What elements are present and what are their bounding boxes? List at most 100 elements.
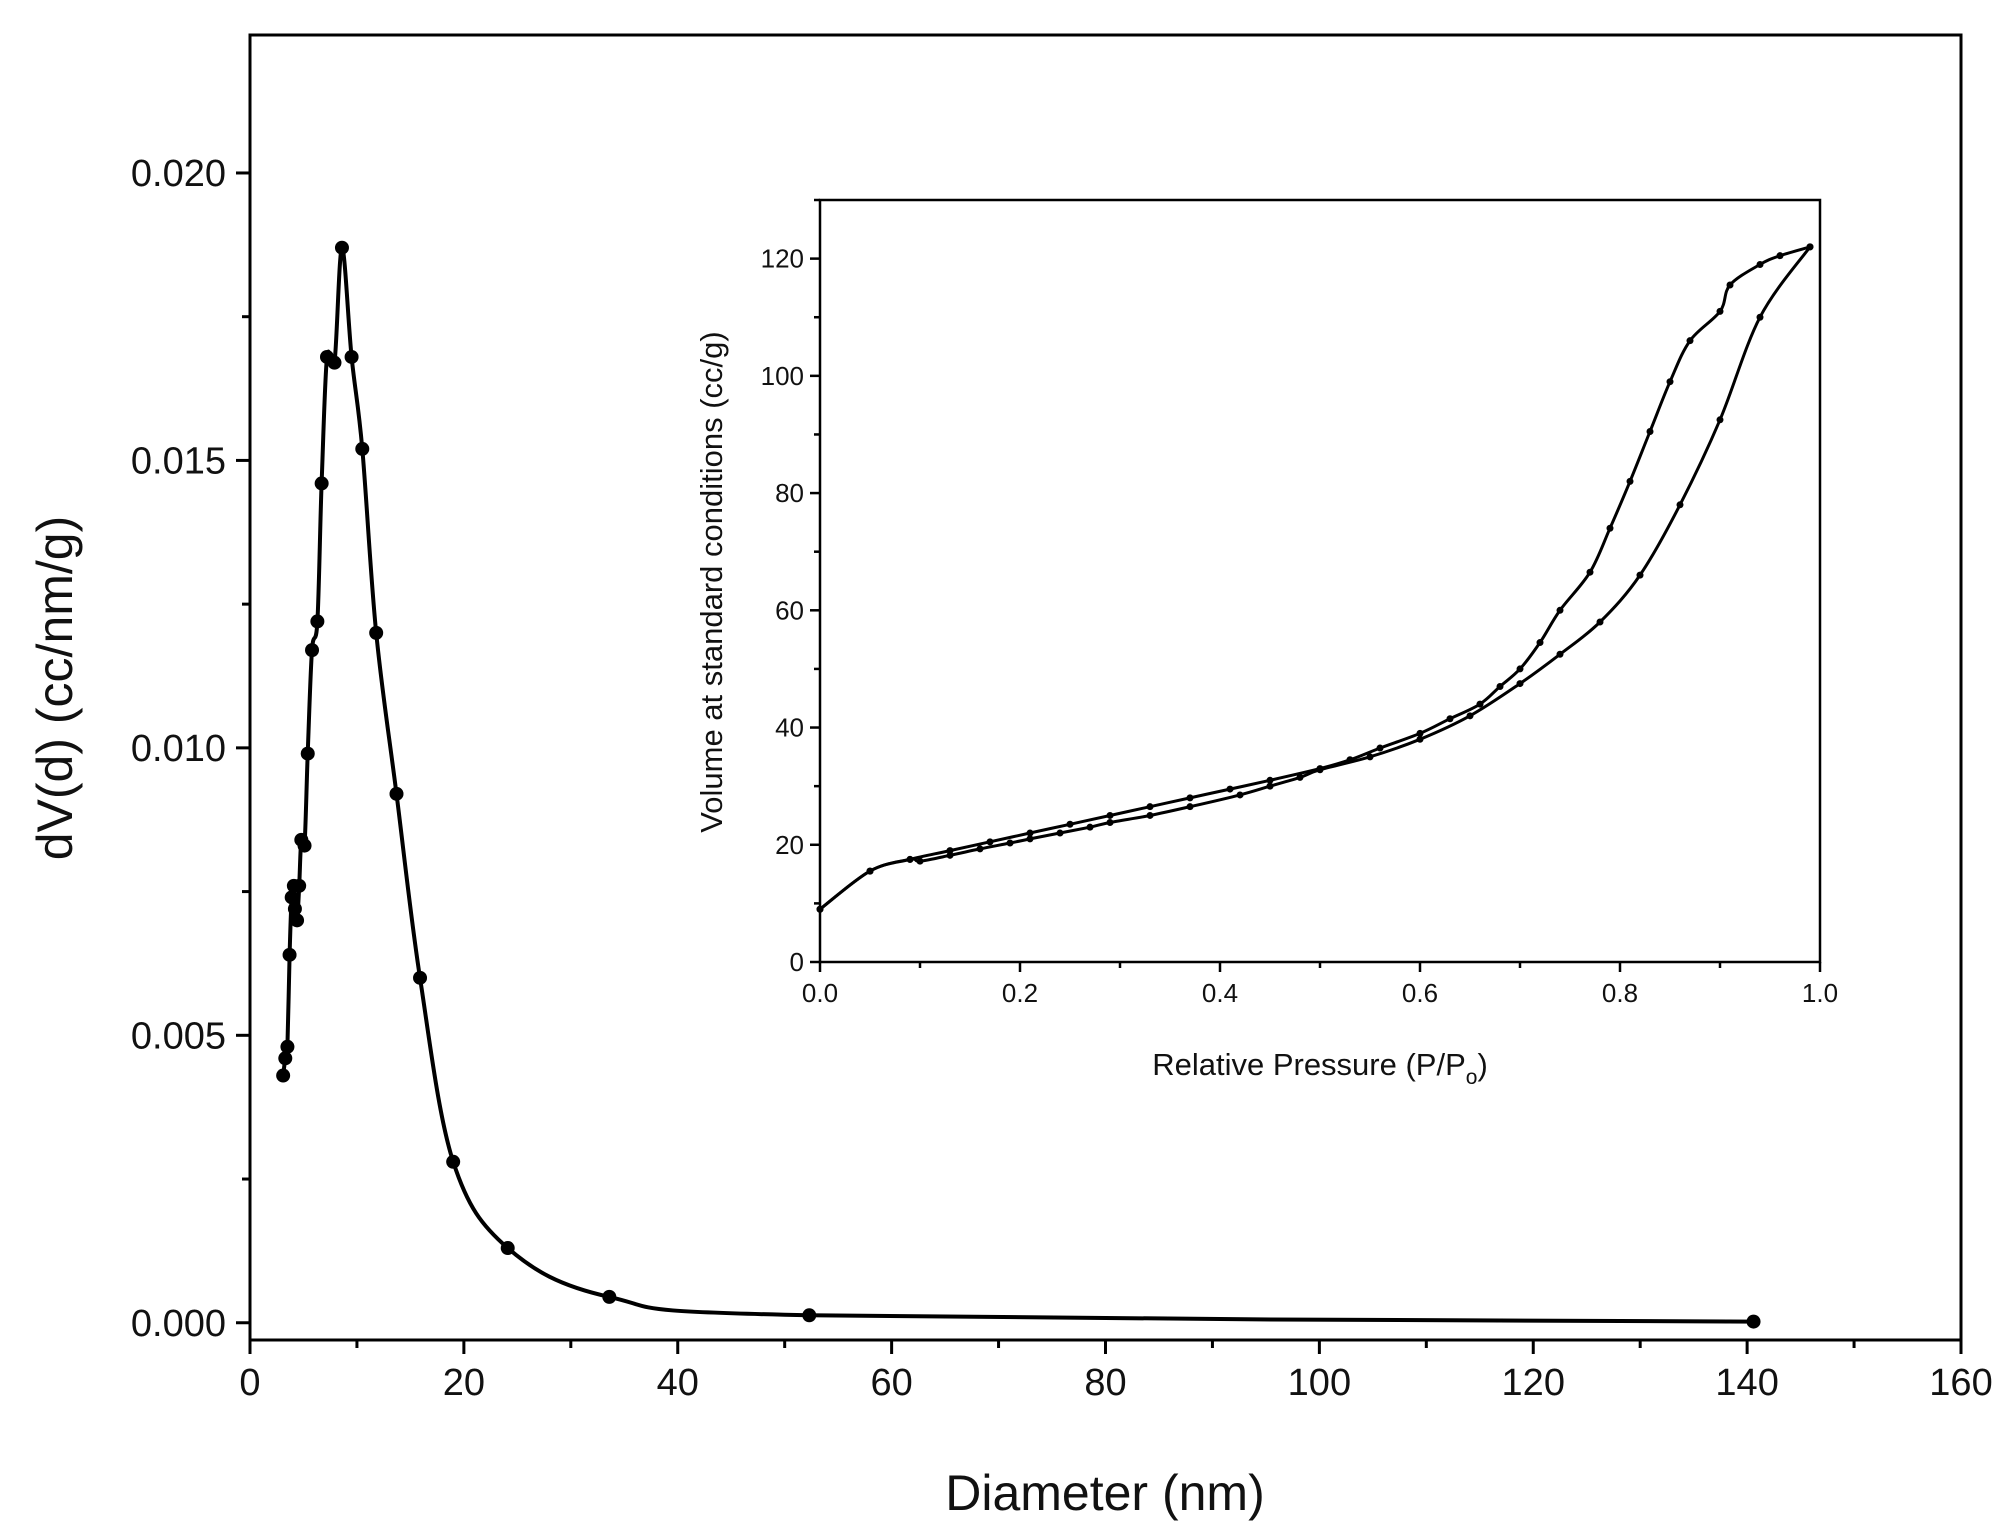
y-tick-label: 0.020	[131, 153, 226, 195]
y-tick-label: 100	[761, 361, 804, 391]
data-point	[816, 905, 824, 913]
data-point	[1596, 618, 1604, 626]
y-tick-label: 60	[775, 595, 804, 625]
data-point	[355, 441, 370, 456]
data-point	[1516, 665, 1524, 673]
data-point	[1676, 501, 1684, 509]
data-point	[1556, 606, 1564, 614]
data-point	[1776, 252, 1784, 260]
data-point	[1266, 776, 1274, 784]
inset-chart: 0.0 0.2 0.4 0.6 0.8 1.0 0 20 40 60 80 100 120 Relati…	[685, 180, 1865, 1090]
data-point	[1466, 712, 1474, 720]
main-x-axis-title: Diameter (nm)	[945, 1465, 1264, 1521]
main-chart: 0 20 40 60 80 100 120 140 1600.0000.0050.0100.01…	[27, 33, 1993, 1521]
data-point	[1026, 835, 1034, 843]
data-point	[1266, 782, 1274, 790]
data-point	[1476, 700, 1484, 708]
data-point	[334, 240, 349, 255]
data-point	[413, 970, 428, 985]
main-y-axis-title: dV(d) (cc/nm/g)	[27, 516, 83, 861]
main-tick-labels: 0 20 40 60 80 100 120 140 1600.0000.0050.0100.01…	[131, 153, 1993, 1404]
data-point	[1716, 416, 1724, 424]
x-tick-label: 80	[1084, 1362, 1126, 1404]
data-point	[1146, 811, 1154, 819]
x-tick-label: 20	[443, 1362, 485, 1404]
x-tick-label: 0.4	[1202, 978, 1238, 1008]
data-point	[1646, 428, 1654, 436]
data-point	[986, 838, 994, 846]
data-point	[1746, 1314, 1761, 1329]
data-point	[1726, 281, 1734, 289]
data-point	[1756, 313, 1764, 321]
data-point	[1236, 791, 1244, 799]
y-tick-label: 0.005	[131, 1015, 226, 1057]
y-tick-label: 0.000	[131, 1303, 226, 1345]
x-tick-label: 160	[1929, 1362, 1992, 1404]
data-point	[1556, 650, 1564, 658]
data-point	[1316, 765, 1324, 773]
inset-x-axis-title: Relative Pressure (P/Po)	[1152, 1047, 1488, 1089]
data-point	[946, 847, 954, 855]
data-point	[1416, 729, 1424, 737]
data-point	[1626, 477, 1634, 485]
data-point	[916, 857, 924, 865]
data-point	[305, 643, 320, 658]
inset-y-axis-title: Volume at standard conditions (cc/g)	[694, 331, 729, 832]
data-point	[1416, 735, 1424, 743]
data-point	[1056, 829, 1064, 837]
data-point	[290, 913, 305, 928]
data-point	[1346, 756, 1354, 764]
y-tick-label: 0	[790, 947, 804, 977]
y-tick-label: 40	[775, 713, 804, 743]
data-point	[1086, 823, 1094, 831]
x-tick-label: 0	[239, 1362, 260, 1404]
data-point	[314, 476, 329, 491]
data-point	[284, 890, 299, 905]
data-point	[280, 1039, 295, 1054]
data-point	[297, 838, 312, 853]
data-point	[1376, 744, 1384, 752]
data-point	[446, 1154, 461, 1169]
data-point	[1106, 811, 1114, 819]
data-point	[1106, 818, 1114, 826]
data-point	[287, 901, 302, 916]
data-point	[369, 625, 384, 640]
x-tick-label: 120	[1502, 1362, 1565, 1404]
data-point	[1026, 829, 1034, 837]
data-point	[1006, 839, 1014, 847]
x-tick-label: 40	[657, 1362, 699, 1404]
y-tick-label: 20	[775, 830, 804, 860]
data-point	[327, 355, 342, 370]
data-point	[1806, 243, 1814, 251]
y-tick-label: 0.010	[131, 728, 226, 770]
data-point	[1066, 820, 1074, 828]
x-tick-label: 60	[870, 1362, 912, 1404]
data-point	[292, 878, 307, 893]
inset-background	[685, 180, 1865, 1090]
x-tick-label: 0.2	[1002, 978, 1038, 1008]
data-point	[310, 614, 325, 629]
data-point	[1146, 803, 1154, 811]
data-point	[802, 1308, 817, 1323]
x-tick-label: 0.6	[1402, 978, 1438, 1008]
data-point	[602, 1289, 617, 1304]
data-point	[1686, 337, 1694, 345]
data-point	[278, 1051, 293, 1066]
data-point	[1186, 794, 1194, 802]
data-point	[1716, 307, 1724, 315]
data-point	[389, 786, 404, 801]
data-point	[282, 947, 297, 962]
data-point	[1296, 773, 1304, 781]
inset-series-points	[816, 243, 1814, 913]
x-tick-label: 0.8	[1602, 978, 1638, 1008]
main-axis-ticks	[236, 171, 1963, 1354]
data-point	[1446, 715, 1454, 723]
data-point	[1666, 378, 1674, 386]
data-point	[300, 746, 315, 761]
data-point	[1496, 683, 1504, 691]
data-point	[1606, 524, 1614, 532]
data-point	[1226, 785, 1234, 793]
data-point	[344, 349, 359, 364]
data-point	[1536, 639, 1544, 647]
